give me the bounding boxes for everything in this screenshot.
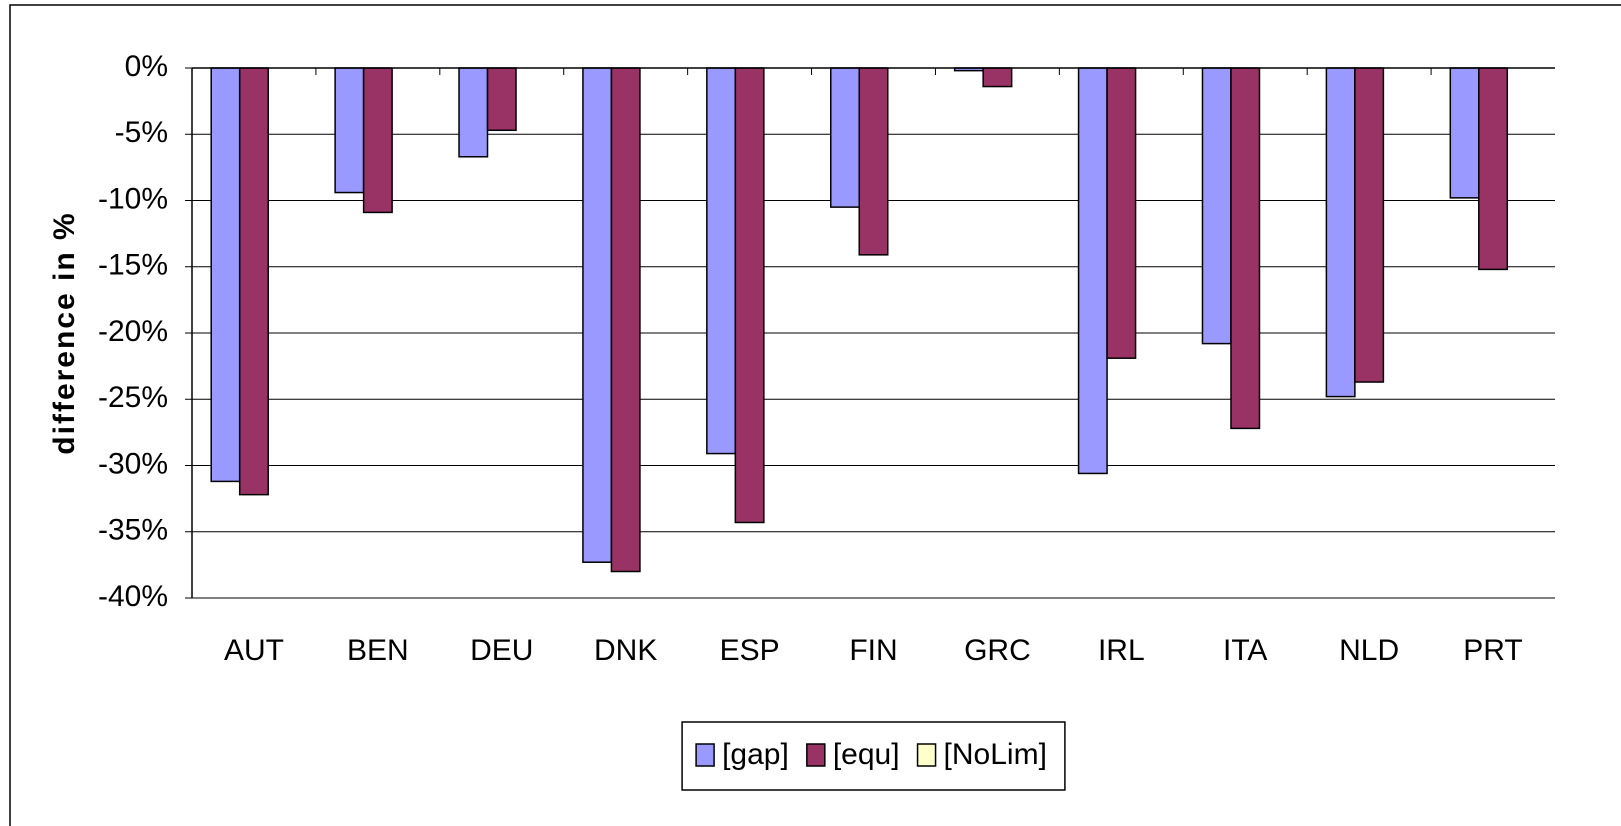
- legend-swatch: [916, 743, 937, 767]
- bar: [362, 67, 393, 214]
- bar: [734, 67, 765, 524]
- legend-label: [NoLim]: [944, 738, 1047, 771]
- legend: [gap] [equ] [NoLim]: [681, 721, 1066, 791]
- y-tick-label: -35%: [98, 514, 168, 547]
- bar: [486, 67, 517, 132]
- y-axis-label: difference in %: [48, 211, 81, 454]
- y-tick-label: -5%: [115, 116, 168, 149]
- bar: [458, 67, 489, 158]
- y-tick-label: -20%: [98, 315, 168, 348]
- legend-box: [681, 721, 1066, 791]
- legend-swatch: [806, 743, 826, 767]
- x-tick-label: NLD: [1339, 634, 1399, 667]
- legend-swatch: [695, 743, 715, 767]
- bar: [582, 67, 613, 563]
- bar: [858, 67, 889, 256]
- bar: [1325, 67, 1356, 398]
- x-tick-label: GRC: [964, 634, 1031, 667]
- x-tick-label: PRT: [1463, 634, 1522, 667]
- bar: [1077, 67, 1108, 475]
- bar: [610, 67, 641, 573]
- y-tick-label: -40%: [98, 580, 168, 613]
- legend-label: [gap]: [722, 738, 789, 771]
- bar: [1478, 67, 1509, 271]
- y-tick-label: -10%: [98, 182, 168, 215]
- x-tick-label: AUT: [224, 634, 284, 667]
- bar: [1230, 67, 1261, 430]
- bar: [706, 67, 737, 455]
- bar: [210, 67, 241, 483]
- legend-label: [equ]: [833, 738, 900, 771]
- y-tick-label: -30%: [98, 447, 168, 480]
- x-tick-label: ITA: [1223, 634, 1267, 667]
- bar: [1449, 67, 1480, 199]
- x-tick-label: DEU: [470, 634, 533, 667]
- bar: [830, 67, 861, 208]
- y-tick-label: -25%: [98, 381, 168, 414]
- x-tick-label: DNK: [594, 634, 657, 667]
- x-tick-label: BEN: [347, 634, 409, 667]
- x-tick-label: IRL: [1098, 634, 1145, 667]
- bar: [1106, 67, 1137, 359]
- bar: [334, 67, 365, 194]
- bar: [1201, 67, 1232, 345]
- x-tick-label: FIN: [849, 634, 897, 667]
- bar: [1354, 67, 1385, 383]
- bar: [982, 67, 1013, 88]
- x-tick-label: ESP: [720, 634, 780, 667]
- y-tick-label: -15%: [98, 249, 168, 282]
- y-tick-label: 0%: [125, 50, 168, 83]
- bar: [238, 67, 269, 496]
